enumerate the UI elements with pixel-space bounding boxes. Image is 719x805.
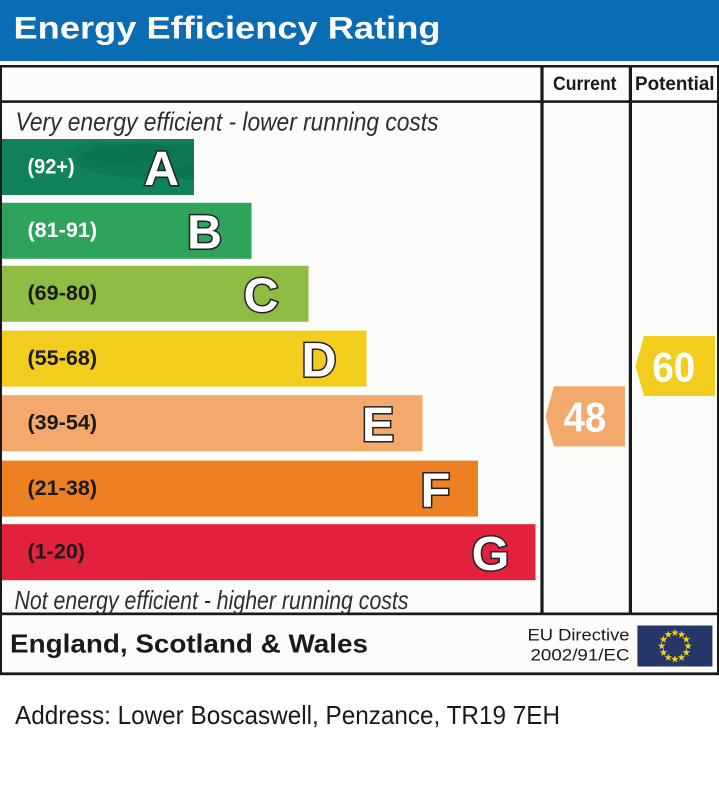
svg-text:Energy Efficiency Rating: Energy Efficiency Rating	[14, 10, 441, 46]
svg-text:G: G	[472, 527, 510, 581]
svg-text:48: 48	[564, 394, 607, 441]
svg-text:Current: Current	[553, 73, 617, 95]
svg-text:B: B	[187, 206, 222, 260]
svg-text:Very energy efficient - lower: Very energy efficient - lower running co…	[16, 107, 439, 137]
svg-text:(55-68): (55-68)	[28, 347, 98, 370]
svg-text:E: E	[362, 398, 394, 452]
svg-text:2002/91/EC: 2002/91/EC	[531, 646, 630, 665]
svg-text:D: D	[301, 333, 336, 387]
svg-text:Potential: Potential	[635, 73, 715, 95]
svg-text:(39-54): (39-54)	[28, 412, 98, 435]
svg-text:Address: Lower Boscaswell, Pen: Address: Lower Boscaswell, Penzance, TR1…	[15, 700, 560, 730]
svg-text:EU Directive: EU Directive	[528, 626, 630, 645]
svg-text:(1-20): (1-20)	[28, 541, 86, 564]
svg-text:(21-38): (21-38)	[28, 477, 98, 500]
svg-text:(92+): (92+)	[28, 155, 75, 178]
svg-text:F: F	[421, 463, 451, 517]
svg-text:Not energy efficient - higher: Not energy efficient - higher running co…	[15, 585, 409, 615]
svg-text:C: C	[243, 269, 278, 323]
svg-text:(69-80): (69-80)	[28, 282, 98, 305]
svg-text:60: 60	[652, 343, 695, 390]
svg-text:A: A	[144, 142, 179, 196]
svg-text:(81-91): (81-91)	[28, 219, 98, 242]
svg-text:England, Scotland & Wales: England, Scotland & Wales	[10, 629, 368, 659]
